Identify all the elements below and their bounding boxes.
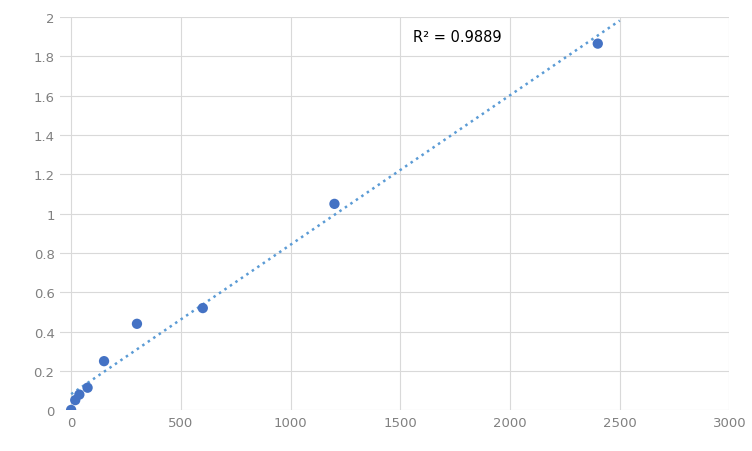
Point [197,305,209,312]
Text: R² = 0.9889: R² = 0.9889 [414,30,502,45]
Point [81,384,93,391]
Point [592,41,604,48]
Point [69,396,81,404]
Point [74,391,86,398]
Point [329,201,341,208]
Point [98,358,110,365]
Point [131,321,143,328]
Point [65,406,77,414]
